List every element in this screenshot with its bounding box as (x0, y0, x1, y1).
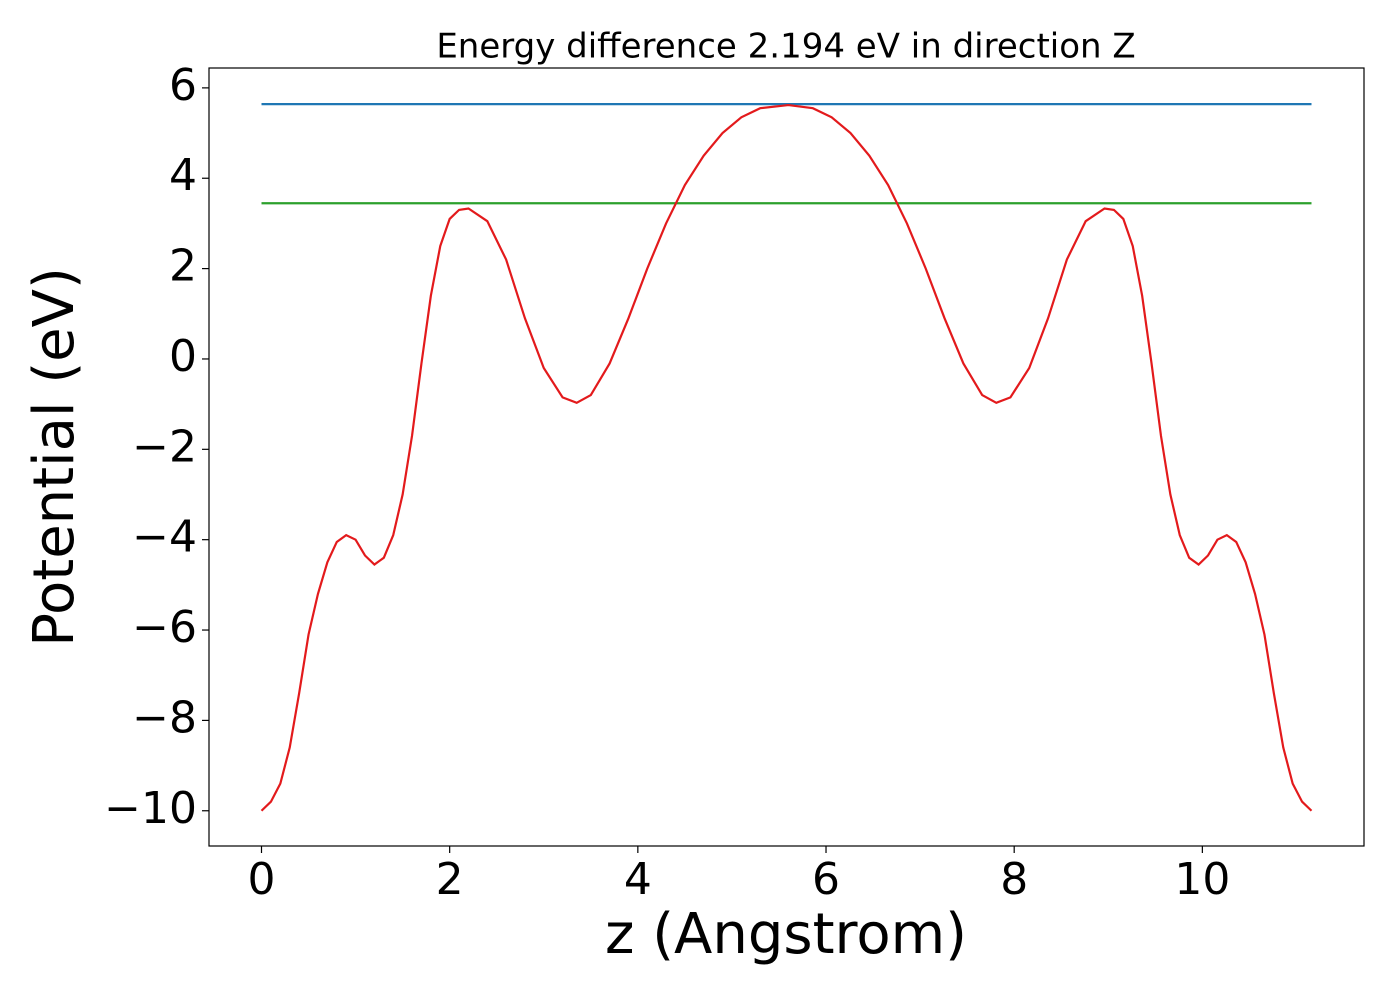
x-tick-label: 4 (624, 854, 652, 905)
y-tick-label: −2 (132, 421, 197, 472)
x-tick-label: 6 (812, 854, 840, 905)
y-tick-label: 4 (169, 150, 197, 201)
y-tick-label: −4 (132, 512, 197, 563)
chart-title: Energy difference 2.194 eV in direction … (436, 27, 1135, 67)
axes-frame (208, 67, 1365, 847)
y-tick-label: −8 (132, 692, 197, 743)
y-axis-label: Potential (eV) (22, 267, 87, 647)
x-tick-label: 2 (436, 854, 464, 905)
x-tick-label: 10 (1174, 854, 1230, 905)
y-tick-label: 6 (169, 60, 197, 111)
y-tick-label: 2 (169, 241, 197, 292)
x-tick-label: 0 (248, 854, 276, 905)
y-tick-label: 0 (169, 331, 197, 382)
x-tick-label: 8 (1000, 854, 1028, 905)
data-line (260, 103, 1313, 812)
y-tick-label: −10 (104, 783, 197, 834)
y-tick-label: −6 (132, 602, 197, 653)
x-axis-label: z (Angstrom) (605, 902, 967, 967)
